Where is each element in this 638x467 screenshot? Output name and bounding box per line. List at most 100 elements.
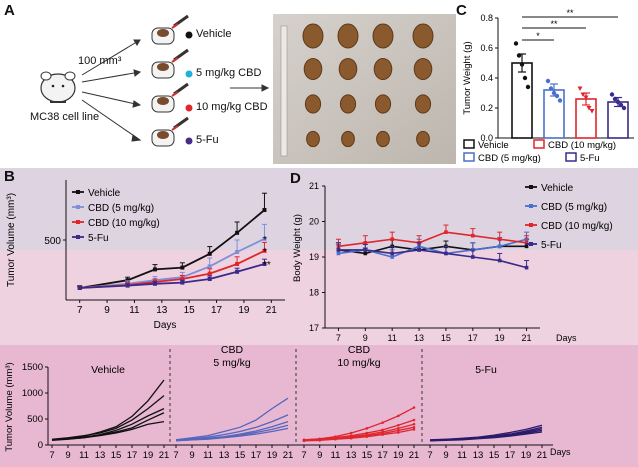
legend-label: Vehicle: [478, 140, 509, 151]
x-tick-label: 11: [457, 450, 467, 461]
x-tick-label: 19: [267, 450, 278, 461]
tumor-specimen: [414, 94, 432, 114]
tumor-specimen: [413, 57, 433, 81]
y-tick-label: 0.4: [480, 73, 493, 83]
data-point: [318, 439, 322, 442]
cell-line-label: MC38 cell line: [30, 111, 100, 123]
data-point: [381, 433, 384, 436]
x-tick-label: 9: [104, 305, 110, 316]
significance-marker: **: [566, 8, 574, 18]
legend-marker: [529, 242, 533, 246]
legend-marker: [529, 204, 533, 208]
data-point: [554, 93, 560, 99]
individual-line: [51, 395, 165, 440]
data-point: [336, 248, 341, 252]
tumor-specimen: [303, 57, 323, 81]
individual-line: [303, 428, 415, 442]
data-point: [522, 75, 528, 81]
tumor-specimen: [373, 57, 393, 81]
x-tick-label: 19: [238, 305, 250, 316]
y-tick-label: 1000: [22, 388, 43, 399]
y-tick-label: 0.6: [480, 43, 493, 53]
y-axis-label: Tumor Volume (mm³): [4, 362, 15, 451]
data-point: [363, 241, 368, 245]
x-tick-label: 9: [363, 333, 368, 343]
tumor-specimen: [337, 23, 359, 49]
x-tick-label: 7: [49, 450, 54, 461]
data-point: [412, 428, 416, 431]
data-point: [412, 422, 416, 426]
series-line: [338, 231, 527, 248]
legend-swatch: [463, 152, 475, 162]
data-point: [525, 84, 531, 90]
data-point: [612, 96, 618, 102]
data-point: [412, 418, 416, 422]
data-point: [207, 277, 212, 281]
group-dot-cbd10: [185, 104, 193, 112]
x-tick-label: 11: [203, 450, 213, 461]
y-tick-label: 20: [309, 217, 319, 227]
data-point: [548, 86, 554, 91]
data-point: [180, 265, 185, 270]
group-title: 5 mg/kg: [213, 357, 251, 369]
group-dot-5fu: [185, 137, 193, 145]
data-point: [390, 237, 394, 242]
data-point: [77, 286, 82, 290]
data-point: [497, 244, 502, 249]
tumor-specimen: [374, 94, 392, 114]
legend-label: 5-Fu: [580, 153, 600, 164]
legend-swatch: [463, 139, 475, 149]
body-weight-chart: 17 18 19 20 21 7 9 11 13 15 17 19 21 Days Body Weight …: [292, 181, 613, 343]
x-tick-label: 7: [336, 333, 341, 343]
data-point: [557, 98, 563, 103]
x-tick-label: 15: [441, 333, 451, 343]
legend-label: CBD (5 mg/kg): [478, 153, 541, 164]
x-tick-label: 21: [409, 450, 420, 461]
legend-label: CBD (5 mg/kg): [88, 203, 154, 214]
x-axis-label: Days: [154, 320, 177, 331]
tumor-specimen: [304, 94, 322, 114]
y-axis-label: Tumor Weight (g): [462, 41, 473, 114]
group-title: 5-Fu: [475, 364, 497, 376]
data-point: [365, 427, 369, 430]
x-tick-label: 13: [414, 333, 424, 343]
data-point: [513, 41, 519, 46]
series-line: [338, 249, 527, 269]
x-tick-label: 17: [505, 450, 516, 461]
data-point: [207, 271, 212, 276]
data-point: [349, 436, 353, 440]
data-point: [125, 283, 130, 288]
data-point: [396, 414, 400, 418]
tumor-specimen: [376, 130, 390, 148]
group-mouse-1: [151, 14, 189, 45]
data-point: [390, 251, 394, 256]
group-label-cbd5: 5 mg/kg CBD: [196, 67, 262, 79]
x-tick-label: 15: [235, 450, 246, 461]
y-tick-label: 500: [27, 414, 43, 425]
data-point: [412, 426, 416, 429]
x-tick-label: 7: [173, 450, 178, 461]
y-tick-label: 1500: [22, 362, 43, 373]
tumor-specimen: [306, 130, 320, 148]
x-tick-label: 13: [473, 450, 484, 461]
data-point: [618, 102, 624, 108]
tumor-specimen: [302, 23, 324, 49]
x-tick-label: 21: [283, 450, 294, 461]
legend-label: 5-Fu: [541, 240, 562, 251]
y-tick-label: 0.0: [480, 133, 493, 143]
legend-marker: [529, 185, 533, 189]
x-tick-label: 9: [65, 450, 70, 461]
legend-marker: [76, 205, 80, 209]
individual-line: [175, 397, 289, 441]
data-point: [580, 92, 586, 97]
tumor-specimen: [338, 57, 358, 81]
data-point: [396, 423, 400, 427]
panel-e-background: [0, 345, 638, 467]
tumor-specimen: [339, 94, 357, 114]
data-point: [125, 278, 130, 283]
data-point: [396, 427, 400, 430]
data-point: [235, 250, 240, 254]
x-tick-label: 9: [189, 450, 194, 461]
panel-letter-d: D: [290, 170, 301, 187]
data-point: [396, 429, 400, 432]
